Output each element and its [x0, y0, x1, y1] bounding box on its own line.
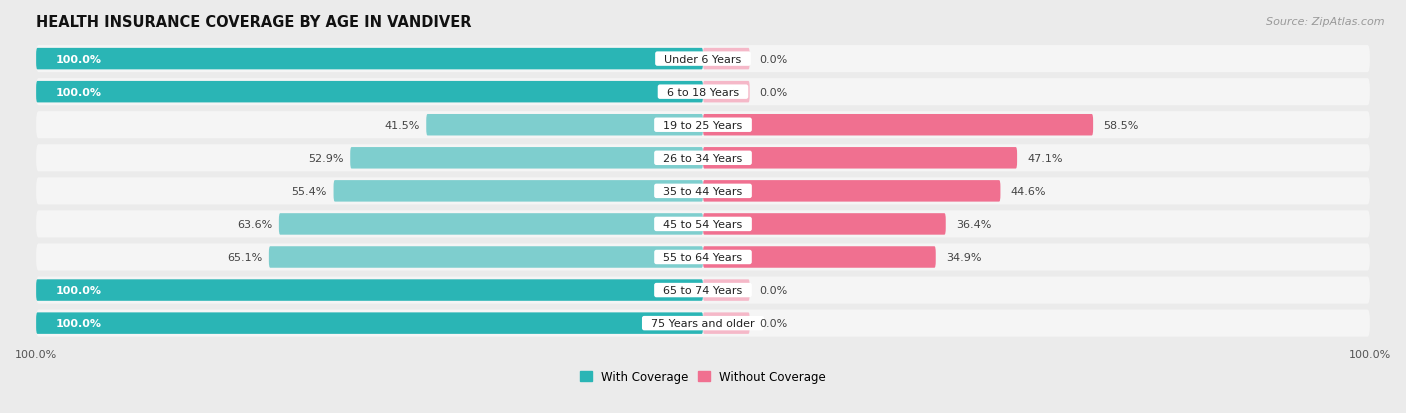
FancyBboxPatch shape	[37, 277, 1369, 304]
Text: 41.5%: 41.5%	[384, 121, 419, 131]
Text: 35 to 44 Years: 35 to 44 Years	[657, 186, 749, 197]
Text: 0.0%: 0.0%	[759, 88, 787, 97]
Text: 0.0%: 0.0%	[759, 285, 787, 295]
Text: 65.1%: 65.1%	[226, 252, 262, 262]
FancyBboxPatch shape	[37, 79, 1369, 106]
FancyBboxPatch shape	[37, 145, 1369, 172]
Text: 58.5%: 58.5%	[1104, 121, 1139, 131]
FancyBboxPatch shape	[37, 46, 1369, 73]
Text: 36.4%: 36.4%	[956, 219, 991, 229]
FancyBboxPatch shape	[37, 310, 1369, 337]
FancyBboxPatch shape	[278, 214, 703, 235]
FancyBboxPatch shape	[703, 148, 1017, 169]
Text: 55.4%: 55.4%	[291, 186, 326, 197]
FancyBboxPatch shape	[37, 112, 1369, 139]
Text: 0.0%: 0.0%	[759, 318, 787, 328]
FancyBboxPatch shape	[703, 247, 936, 268]
FancyBboxPatch shape	[333, 180, 703, 202]
Text: 52.9%: 52.9%	[308, 153, 343, 164]
Text: 26 to 34 Years: 26 to 34 Years	[657, 153, 749, 164]
Text: 65 to 74 Years: 65 to 74 Years	[657, 285, 749, 295]
FancyBboxPatch shape	[703, 115, 1092, 136]
Text: Under 6 Years: Under 6 Years	[658, 55, 748, 64]
Text: 0.0%: 0.0%	[759, 55, 787, 64]
Text: 100.0%: 100.0%	[56, 55, 103, 64]
Text: 44.6%: 44.6%	[1011, 186, 1046, 197]
Text: 55 to 64 Years: 55 to 64 Years	[657, 252, 749, 262]
Text: 47.1%: 47.1%	[1028, 153, 1063, 164]
Text: 100.0%: 100.0%	[56, 285, 103, 295]
FancyBboxPatch shape	[37, 313, 703, 334]
FancyBboxPatch shape	[37, 178, 1369, 205]
Text: 100.0%: 100.0%	[56, 88, 103, 97]
FancyBboxPatch shape	[426, 115, 703, 136]
Legend: With Coverage, Without Coverage: With Coverage, Without Coverage	[575, 366, 831, 388]
Text: 75 Years and older: 75 Years and older	[644, 318, 762, 328]
FancyBboxPatch shape	[703, 180, 1001, 202]
Text: 34.9%: 34.9%	[946, 252, 981, 262]
FancyBboxPatch shape	[703, 313, 749, 334]
Text: 6 to 18 Years: 6 to 18 Years	[659, 88, 747, 97]
Text: Source: ZipAtlas.com: Source: ZipAtlas.com	[1267, 17, 1385, 26]
Text: 100.0%: 100.0%	[56, 318, 103, 328]
FancyBboxPatch shape	[703, 49, 749, 70]
Text: HEALTH INSURANCE COVERAGE BY AGE IN VANDIVER: HEALTH INSURANCE COVERAGE BY AGE IN VAND…	[37, 15, 471, 30]
FancyBboxPatch shape	[37, 82, 703, 103]
FancyBboxPatch shape	[703, 280, 749, 301]
Text: 45 to 54 Years: 45 to 54 Years	[657, 219, 749, 229]
FancyBboxPatch shape	[703, 82, 749, 103]
FancyBboxPatch shape	[37, 244, 1369, 271]
FancyBboxPatch shape	[37, 280, 703, 301]
FancyBboxPatch shape	[37, 49, 703, 70]
FancyBboxPatch shape	[703, 214, 946, 235]
Text: 19 to 25 Years: 19 to 25 Years	[657, 121, 749, 131]
FancyBboxPatch shape	[269, 247, 703, 268]
FancyBboxPatch shape	[350, 148, 703, 169]
Text: 63.6%: 63.6%	[238, 219, 273, 229]
FancyBboxPatch shape	[37, 211, 1369, 238]
